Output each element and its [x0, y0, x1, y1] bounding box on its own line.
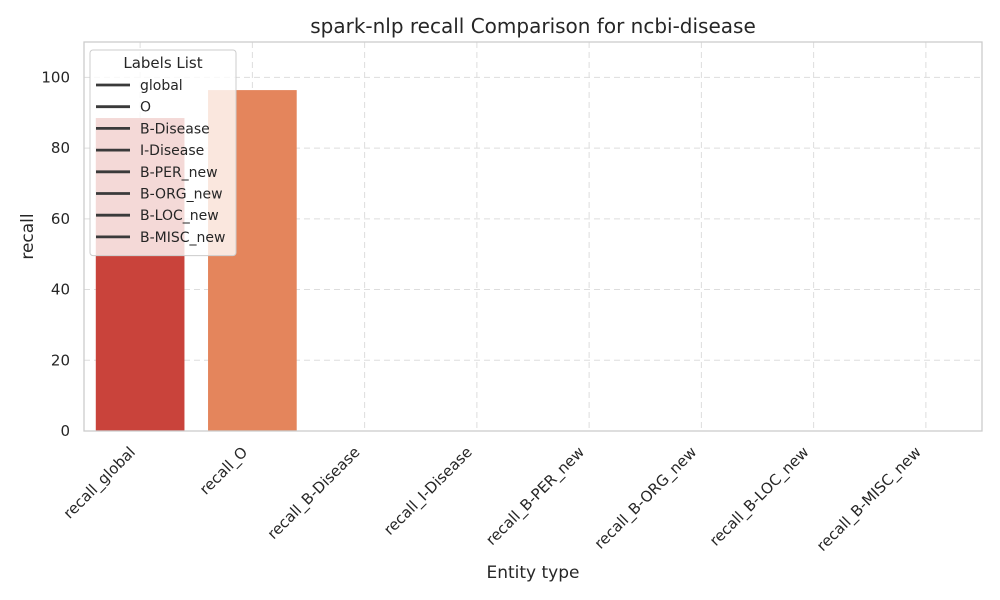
legend-entry-label: O: [140, 100, 151, 116]
y-tick-label: 80: [51, 139, 70, 157]
legend-entry-label: B-ORG_new: [140, 187, 223, 203]
legend-entry-label: B-Disease: [140, 121, 210, 137]
legend-box: [89, 49, 237, 257]
x-tick-label: recall_O: [196, 443, 252, 499]
legend-entry-label: I-Disease: [140, 143, 204, 159]
plot-frame: [83, 41, 983, 432]
x-tick-labels: recall_global recall_O recall_B-Disease rec…: [60, 443, 926, 555]
x-tick-label: recall_B-Disease: [264, 443, 364, 543]
y-tick-label: 0: [60, 422, 70, 440]
x-tick-label: recall_B-ORG_new: [591, 443, 701, 553]
x-tick-label: recall_global: [60, 443, 140, 523]
chart-title: spark-nlp recall Comparison for ncbi-dis…: [310, 14, 756, 38]
y-tick-label: 20: [51, 351, 70, 369]
legend-entry-label: B-LOC_new: [140, 208, 219, 224]
legend-entry-label: global: [140, 78, 183, 94]
y-tick-label: 100: [41, 68, 70, 86]
x-tick-label: recall_B-LOC_new: [706, 443, 813, 550]
legend: Labels List global O B-Disease I-Disease B-P…: [89, 49, 237, 257]
x-tick-label: recall_B-MISC_new: [813, 443, 925, 555]
y-axis-label: recall: [18, 213, 38, 259]
legend-items: global O B-Disease I-Disease B-PER_new B-ORG_…: [96, 78, 225, 246]
x-axis-label: Entity type: [486, 563, 579, 583]
legend-entry-label: B-PER_new: [140, 165, 218, 181]
x-tick-label: recall_B-PER_new: [482, 443, 588, 549]
legend-entry-label: B-MISC_new: [140, 230, 225, 246]
y-tick-label: 40: [51, 281, 70, 299]
y-tick-label: 60: [51, 210, 70, 228]
x-tick-label: recall_I-Disease: [380, 443, 476, 539]
legend-title: Labels List: [123, 54, 202, 72]
y-tick-labels: 0 20 40 60 80 100: [41, 68, 70, 440]
